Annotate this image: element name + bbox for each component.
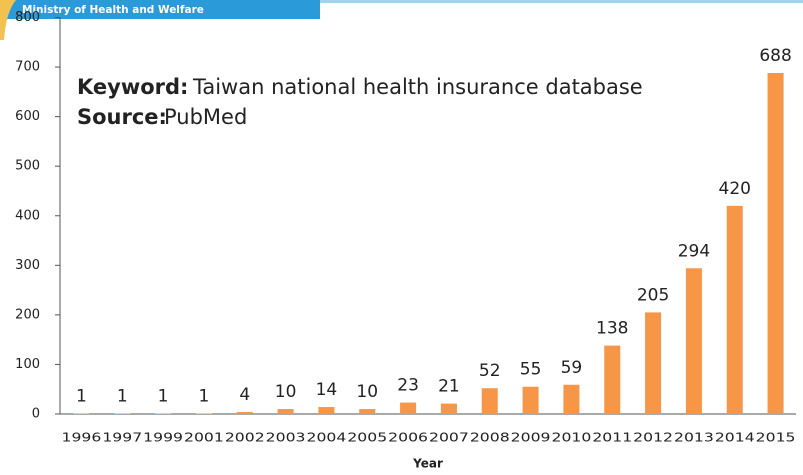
data-label: 688 (759, 46, 791, 66)
data-label: 59 (561, 358, 583, 378)
bar (726, 205, 743, 414)
keyword-label: Keyword: (77, 75, 188, 99)
bar (318, 407, 335, 414)
data-label: 10 (275, 382, 297, 402)
x-tick-label: 2009 (511, 430, 551, 445)
x-tick-label: 2008 (470, 430, 510, 445)
bar (400, 402, 417, 414)
x-tick-label: 2006 (388, 430, 428, 445)
x-tick-label: 1999 (143, 430, 183, 445)
data-label: 205 (637, 285, 669, 305)
x-tick-label: 2010 (552, 430, 592, 445)
source: PubMed (164, 105, 247, 129)
data-label: 1 (199, 387, 210, 407)
data-label: 14 (316, 380, 338, 400)
bar (359, 409, 376, 414)
header-line (0, 0, 803, 3)
bar (563, 384, 580, 414)
x-tick-label: 2007 (429, 430, 469, 445)
data-label: 4 (239, 385, 250, 405)
y-tick-label: 800 (15, 10, 40, 25)
y-tick-label: 500 (15, 159, 40, 174)
bar (767, 73, 784, 414)
x-tick-label: 2003 (266, 430, 306, 445)
x-tick-label: 1996 (62, 430, 102, 445)
y-tick-label: 300 (15, 258, 40, 273)
bar (236, 412, 253, 414)
y-tick-label: 400 (15, 208, 40, 223)
y-tick-label: 0 (32, 407, 40, 422)
data-label: 10 (356, 382, 378, 402)
y-tick-label: 600 (15, 109, 40, 124)
y-tick-label: 200 (15, 307, 40, 322)
data-label: 55 (520, 360, 542, 380)
x-tick-label: 2004 (307, 430, 347, 445)
data-label: 52 (479, 361, 501, 381)
data-label: 1 (158, 387, 169, 407)
bar (277, 409, 294, 414)
data-label: 294 (678, 241, 710, 261)
bar (645, 312, 662, 414)
y-tick-label: 100 (15, 357, 40, 372)
data-label: 23 (397, 376, 419, 396)
x-tick-label: 2011 (592, 430, 632, 445)
data-label: 138 (596, 319, 628, 339)
x-tick-label: 2012 (633, 430, 673, 445)
data-label: 1 (76, 387, 87, 407)
source-label: Source: (77, 105, 167, 129)
bar (522, 386, 539, 414)
x-tick-label: 1997 (102, 430, 142, 445)
header-bar (0, 0, 320, 19)
x-tick-label: 2015 (756, 430, 796, 445)
x-tick-label: 2005 (347, 430, 387, 445)
header-title: Ministry of Health and Welfare (22, 4, 204, 16)
x-tick-label: 2013 (674, 430, 714, 445)
data-label: 21 (438, 377, 460, 397)
data-label: 420 (719, 179, 751, 199)
keyword: Taiwan national health insurance databas… (192, 75, 643, 99)
x-axis-label: Year (412, 457, 443, 471)
x-tick-label: 2001 (184, 430, 224, 445)
data-label: 1 (117, 387, 128, 407)
y-tick-label: 700 (15, 60, 40, 75)
bar (440, 403, 457, 414)
x-tick-label: 2014 (715, 430, 755, 445)
header-ornament (0, 0, 16, 40)
bar (481, 388, 498, 414)
x-tick-label: 2002 (225, 430, 265, 445)
bar (685, 268, 702, 414)
bar (604, 345, 621, 414)
